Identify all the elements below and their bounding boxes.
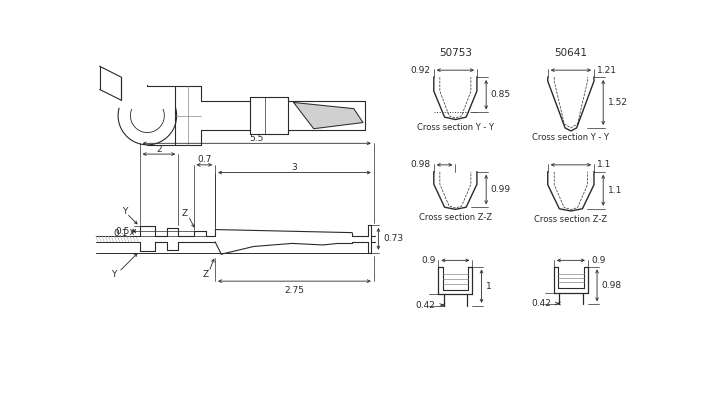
- Text: Cross section Z-Z: Cross section Z-Z: [534, 215, 607, 224]
- Text: 0.7: 0.7: [197, 156, 211, 164]
- Text: 0.85: 0.85: [491, 90, 511, 99]
- Text: 50641: 50641: [554, 48, 588, 58]
- Text: 0.98: 0.98: [601, 281, 622, 290]
- Text: 50753: 50753: [439, 48, 472, 58]
- Text: 1.21: 1.21: [597, 66, 617, 75]
- Text: 0.42: 0.42: [531, 299, 551, 308]
- Text: 1.52: 1.52: [608, 98, 628, 107]
- Text: Z: Z: [181, 209, 187, 218]
- Text: 0.92: 0.92: [411, 66, 430, 75]
- Text: Cross section Y - Y: Cross section Y - Y: [532, 133, 609, 142]
- Text: 5.5: 5.5: [249, 134, 264, 143]
- Text: 0.73: 0.73: [383, 234, 403, 243]
- Text: 0.9: 0.9: [421, 256, 435, 265]
- Text: Y: Y: [111, 270, 116, 279]
- Text: 3: 3: [291, 163, 297, 172]
- Text: 0.9: 0.9: [591, 256, 605, 265]
- Text: 0.98: 0.98: [410, 160, 430, 169]
- Text: Cross section Y - Y: Cross section Y - Y: [417, 124, 494, 132]
- Text: Z: Z: [203, 270, 209, 279]
- Text: Y: Y: [122, 207, 127, 216]
- Text: 0.5: 0.5: [115, 226, 130, 236]
- Text: 2: 2: [156, 145, 162, 153]
- Text: 0.99: 0.99: [491, 185, 511, 194]
- Text: 1.1: 1.1: [597, 160, 611, 169]
- Text: 0.1: 0.1: [113, 229, 128, 238]
- Text: 1.1: 1.1: [608, 186, 622, 195]
- Text: Cross section Z-Z: Cross section Z-Z: [419, 213, 492, 222]
- Polygon shape: [293, 102, 363, 129]
- Text: 1: 1: [486, 281, 492, 291]
- Text: 0.42: 0.42: [415, 301, 435, 309]
- Text: 2.75: 2.75: [285, 286, 304, 295]
